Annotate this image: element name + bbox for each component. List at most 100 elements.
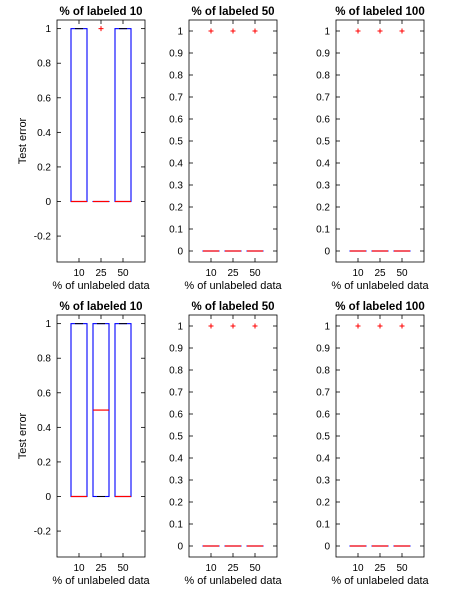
- box-group: [246, 28, 264, 252]
- x-tick-label: 10: [205, 563, 217, 574]
- y-tick-label: 0.6: [316, 410, 330, 421]
- x-tick-label: 50: [117, 268, 129, 279]
- y-tick-label: 0.4: [169, 454, 183, 465]
- box-group: [70, 28, 88, 203]
- y-tick-label: 0.8: [316, 366, 330, 377]
- box-group: [224, 28, 242, 252]
- outlier-marker: [399, 28, 405, 34]
- y-tick-label: 0: [177, 542, 183, 553]
- x-tick-label: 25: [374, 563, 386, 574]
- x-tick-label: 10: [73, 563, 85, 574]
- y-tick-label: 0.4: [37, 423, 51, 434]
- y-tick-label: 0: [45, 492, 51, 503]
- y-tick-label: 0.2: [169, 203, 183, 214]
- x-axis-label: % of unlabeled data: [184, 575, 282, 587]
- y-tick-label: 0.3: [316, 181, 330, 192]
- outlier-marker: [230, 28, 236, 34]
- y-tick-label: 0.3: [169, 476, 183, 487]
- y-tick-label: 0.6: [37, 388, 51, 399]
- y-tick-label: 0.9: [169, 49, 183, 60]
- x-axis-label: % of unlabeled data: [331, 280, 429, 292]
- y-tick-label: 0.8: [169, 366, 183, 377]
- x-tick-label: 25: [95, 268, 107, 279]
- y-tick-label: 0.6: [316, 115, 330, 126]
- x-tick-label: 25: [374, 268, 386, 279]
- y-tick-label: 0.9: [316, 49, 330, 60]
- box-group: [371, 323, 389, 547]
- x-axis-label: % of unlabeled data: [184, 280, 282, 292]
- y-tick-label: 1: [324, 27, 330, 38]
- y-tick-label: 0: [324, 542, 330, 553]
- outlier-marker: [252, 28, 258, 34]
- box-group: [349, 28, 367, 252]
- x-axis-label: % of unlabeled data: [331, 575, 429, 587]
- y-tick-label: 0.6: [169, 115, 183, 126]
- plot-frame: [56, 314, 146, 558]
- y-tick-label: 0.3: [316, 476, 330, 487]
- box: [114, 323, 132, 498]
- panel-title: % of labeled 10: [59, 301, 142, 313]
- x-tick-label: 50: [117, 563, 129, 574]
- y-tick-label: 1: [45, 319, 51, 330]
- boxplot-panel: % of labeled 50 0 0.1 0.2 0.3 0.4 0.5 0.6 0.7 0.8…: [169, 6, 282, 292]
- y-tick-label: 0.8: [37, 354, 51, 365]
- y-tick-label: 1: [45, 24, 51, 35]
- plot-frame: [56, 19, 146, 263]
- y-axis-label: Test error: [17, 117, 29, 164]
- y-tick-label: 0.6: [169, 410, 183, 421]
- box-group: [393, 323, 411, 547]
- y-tick-label: 0: [45, 197, 51, 208]
- y-tick-label: 0.4: [316, 159, 330, 170]
- y-tick-label: 0.7: [169, 93, 183, 104]
- y-tick-label: 0.9: [169, 344, 183, 355]
- box-group: [349, 323, 367, 547]
- x-tick-label: 25: [95, 563, 107, 574]
- outlier-marker: [208, 28, 214, 34]
- y-tick-label: 0.7: [316, 388, 330, 399]
- y-tick-label: 0: [324, 247, 330, 258]
- outlier-marker: [399, 323, 405, 329]
- box-group: [114, 28, 132, 203]
- y-tick-label: 1: [177, 322, 183, 333]
- box-group: [70, 323, 88, 498]
- y-tick-label: -0.2: [34, 527, 52, 538]
- box-group: [371, 28, 389, 252]
- x-tick-label: 25: [227, 563, 239, 574]
- boxplot-panel: % of labeled 100 0 0.1 0.2 0.3 0.4 0.5 0.6 0.7 0.…: [316, 301, 429, 587]
- outlier-marker: [355, 28, 361, 34]
- plot-frame: [335, 314, 425, 558]
- outlier-marker: [377, 28, 383, 34]
- box-group: [393, 28, 411, 252]
- y-tick-label: 0: [177, 247, 183, 258]
- box-group: [202, 28, 220, 252]
- x-tick-label: 10: [73, 268, 85, 279]
- x-tick-label: 50: [396, 563, 408, 574]
- y-tick-label: 0.2: [169, 498, 183, 509]
- y-tick-label: 0.1: [169, 225, 183, 236]
- y-tick-label: -0.2: [34, 232, 52, 243]
- y-tick-label: 0.2: [316, 498, 330, 509]
- x-tick-label: 10: [205, 268, 217, 279]
- x-tick-label: 10: [352, 563, 364, 574]
- box: [70, 28, 88, 203]
- x-axis-label: % of unlabeled data: [52, 280, 150, 292]
- y-tick-label: 1: [177, 27, 183, 38]
- panel-title: % of labeled 100: [335, 6, 424, 18]
- y-tick-label: 0.1: [316, 225, 330, 236]
- y-tick-label: 0.7: [316, 93, 330, 104]
- boxplot-panel: % of labeled 50 0 0.1 0.2 0.3 0.4 0.5 0.6 0.7 0.8…: [169, 301, 282, 587]
- outlier-marker: [230, 323, 236, 329]
- y-axis-label: Test error: [17, 412, 29, 459]
- x-axis-label: % of unlabeled data: [52, 575, 150, 587]
- y-tick-label: 0.5: [169, 432, 183, 443]
- outlier-marker: [377, 323, 383, 329]
- y-tick-label: 0.8: [37, 59, 51, 70]
- box-group: [92, 26, 110, 203]
- y-tick-label: 0.2: [316, 203, 330, 214]
- y-tick-label: 0.3: [169, 181, 183, 192]
- y-tick-label: 0.1: [316, 520, 330, 531]
- y-tick-label: 0.5: [316, 432, 330, 443]
- panel-title: % of labeled 100: [335, 301, 424, 313]
- x-tick-label: 50: [249, 563, 261, 574]
- y-tick-label: 0.7: [169, 388, 183, 399]
